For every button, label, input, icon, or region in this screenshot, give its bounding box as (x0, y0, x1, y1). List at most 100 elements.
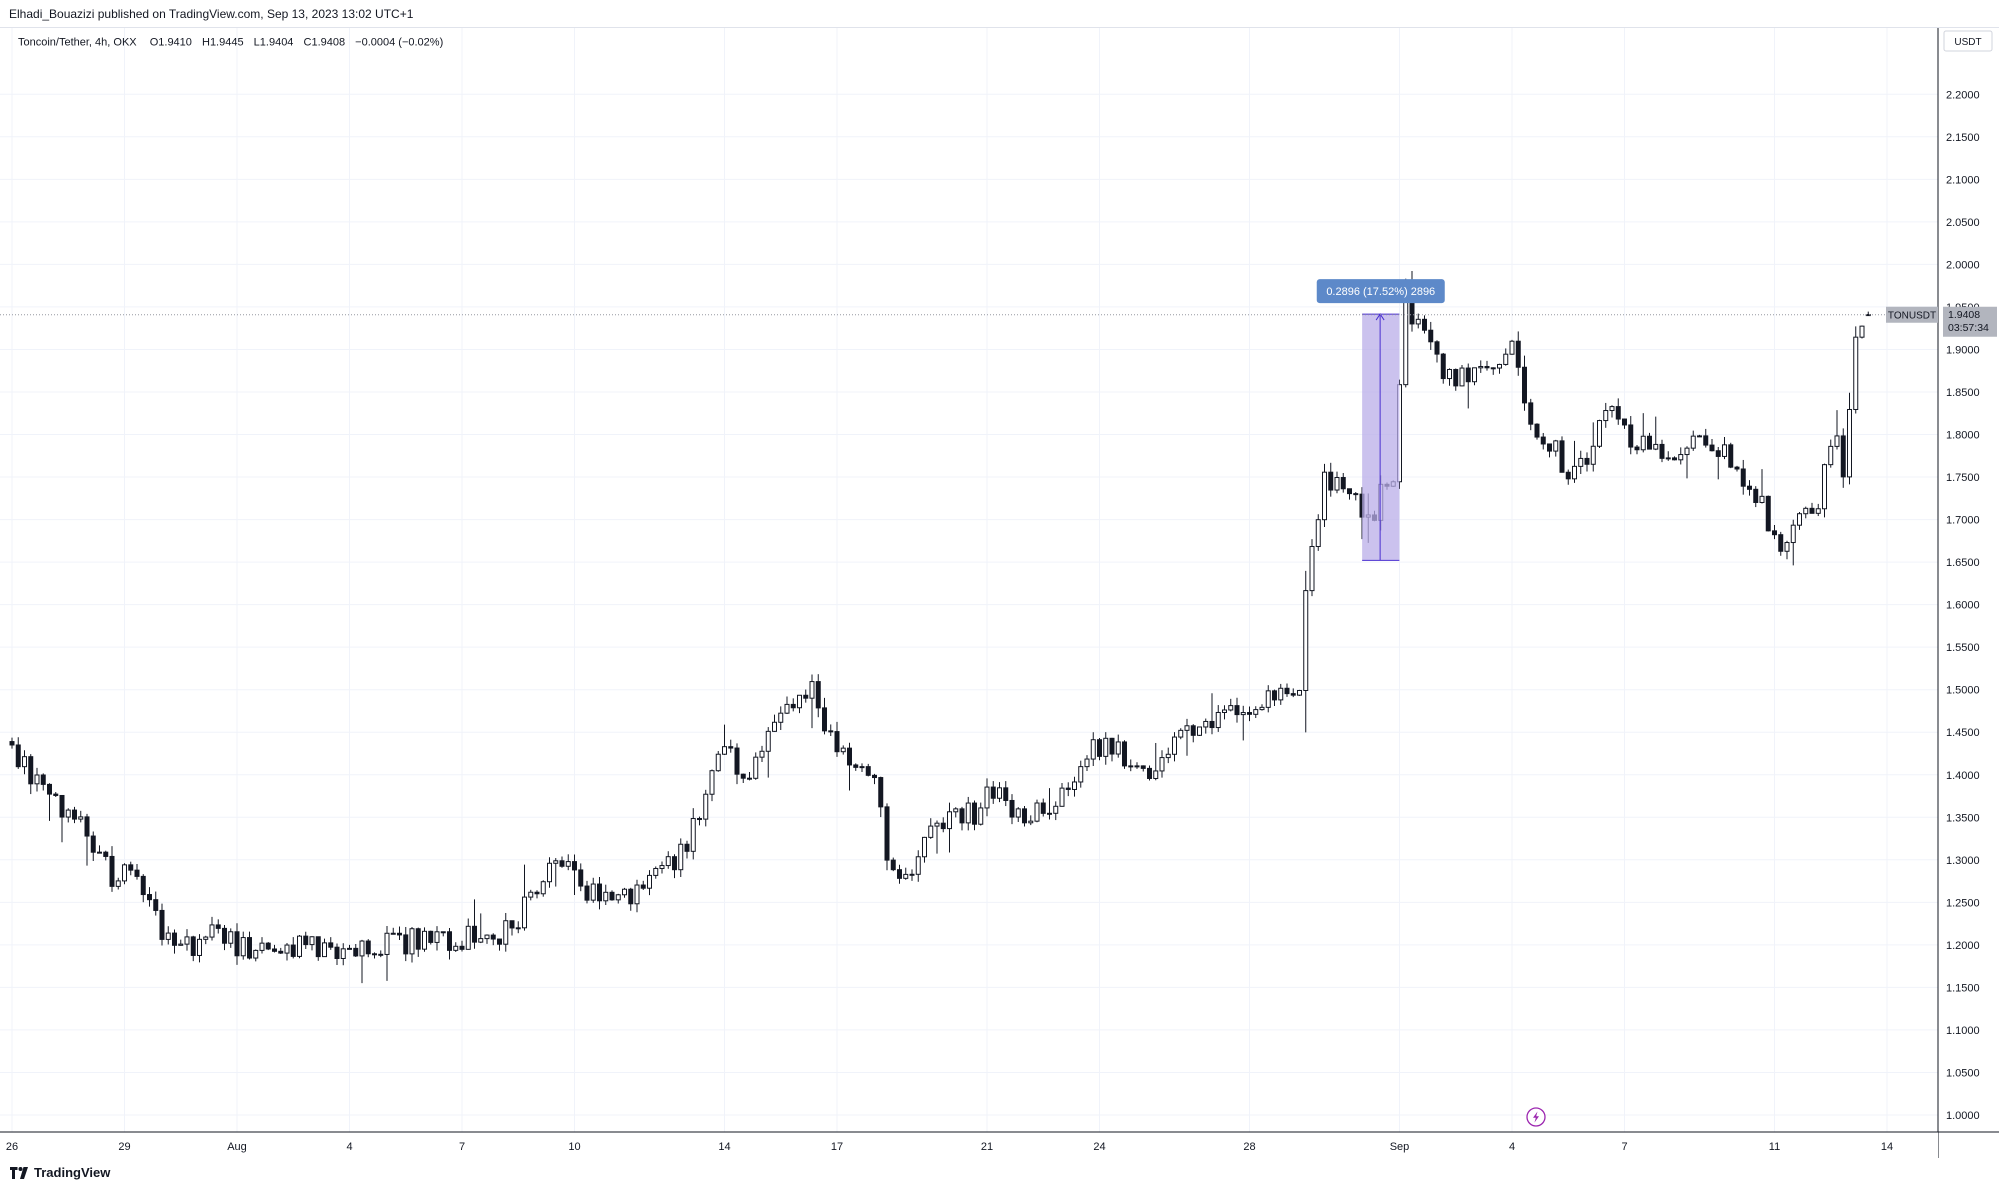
symbol-tag (1886, 306, 1938, 323)
candle (1640, 413, 1646, 453)
bar-countdown: 03:57:34 (1948, 322, 1989, 334)
time-tick-label: 7 (459, 1141, 465, 1153)
candle (322, 938, 327, 958)
candle (1034, 799, 1040, 823)
candle (1678, 447, 1684, 465)
currency-button[interactable] (1943, 30, 1993, 52)
candle (347, 944, 352, 950)
legend-symbol: Toncoin/Tether, 4h, OKX (18, 37, 137, 49)
candle (172, 929, 177, 954)
candle (965, 796, 971, 831)
candle (22, 750, 27, 775)
candle (1265, 685, 1271, 713)
candle (59, 794, 65, 843)
candle (78, 810, 84, 823)
candle (559, 856, 565, 868)
candle (1490, 367, 1496, 375)
candle (1422, 315, 1427, 334)
candle (622, 887, 627, 898)
candle (1609, 405, 1615, 418)
candle (1447, 368, 1452, 386)
candle (328, 937, 334, 950)
candle (215, 919, 221, 934)
candle (1084, 755, 1090, 772)
price-scale[interactable]: 1.0000 1.0500 1.1000 1.1500 1.2000 1.2500 1.30… (1937, 28, 1999, 1158)
price-tick-label: 1.7000 (1946, 515, 1980, 527)
candle (478, 913, 484, 944)
price-tick-label: 2.0000 (1946, 259, 1980, 271)
candle (640, 880, 646, 890)
price-tick-label: 1.2000 (1946, 940, 1980, 952)
tradingview-logo[interactable]: TradingView (10, 1165, 110, 1180)
candle (315, 936, 321, 961)
candle (290, 937, 296, 959)
measure-range-box[interactable] (1362, 314, 1400, 561)
price-tick-label: 1.4000 (1946, 770, 1980, 782)
candle (778, 706, 784, 730)
candle (1184, 718, 1190, 756)
time-tick-label: Sep (1390, 1141, 1410, 1153)
candle (397, 926, 402, 940)
candle (1297, 689, 1302, 696)
candle (1122, 740, 1127, 769)
candle (90, 831, 96, 862)
candle (378, 950, 384, 958)
candle (897, 864, 902, 884)
candle (1484, 360, 1490, 371)
price-tick-label: 1.2500 (1946, 897, 1980, 909)
last-price-value: 1.9408 (1948, 309, 1980, 321)
ohlc-legend: Toncoin/Tether, 4h, OKX O1.9410 H1.9445 … (18, 37, 443, 49)
candle (1303, 570, 1309, 733)
candle (797, 694, 802, 714)
legend-close-label: C (304, 37, 312, 49)
candle (309, 936, 315, 951)
candle (297, 934, 302, 959)
time-scale-ticks: 2629Aug47101417212428Sep471114182125 (6, 1141, 1893, 1153)
time-tick-label: 11 (1769, 1141, 1780, 1153)
candle (409, 927, 415, 963)
candle (522, 864, 527, 931)
candle (1740, 459, 1746, 495)
candle (428, 930, 434, 945)
candle (865, 763, 871, 777)
lightning-alert-icon[interactable] (1526, 1107, 1546, 1127)
candle (859, 763, 865, 772)
candle (209, 916, 215, 941)
candle (265, 942, 271, 951)
candle (390, 927, 396, 935)
price-range-measure[interactable]: 0.2896 (17.52%) 2896 (1316, 279, 1445, 561)
candle (747, 771, 752, 781)
candle (1003, 781, 1009, 807)
tradingview-logo-icon (10, 1166, 28, 1179)
candle (1503, 348, 1509, 366)
candle (1509, 339, 1515, 355)
candle (790, 698, 796, 712)
candle (28, 754, 34, 795)
candle (1597, 419, 1602, 449)
chart-grid (0, 28, 1938, 1132)
candle (1134, 762, 1140, 769)
candle (365, 939, 371, 958)
candle (634, 879, 640, 913)
price-chart[interactable]: 0.2896 (17.52%) 2896 Toncoin/Tether, 4h,… (0, 28, 1999, 1158)
candle (853, 763, 859, 771)
candle (653, 866, 659, 879)
candle (1734, 465, 1740, 472)
time-tick-label: 14 (718, 1141, 730, 1153)
candle (1690, 430, 1696, 451)
candle (1428, 321, 1434, 350)
candle (1434, 340, 1440, 363)
candle (1747, 480, 1752, 496)
candle (515, 921, 521, 934)
candle (472, 899, 477, 949)
candle (765, 727, 771, 778)
candle (1590, 422, 1596, 472)
candle (1465, 363, 1471, 409)
time-tick-label: 17 (831, 1141, 843, 1153)
candle (140, 874, 146, 903)
time-scale[interactable]: 2629Aug47101417212428Sep471114182125 (0, 1131, 1999, 1158)
candle (359, 939, 365, 984)
candle (415, 927, 421, 957)
candle (697, 816, 702, 826)
candle (553, 858, 559, 887)
